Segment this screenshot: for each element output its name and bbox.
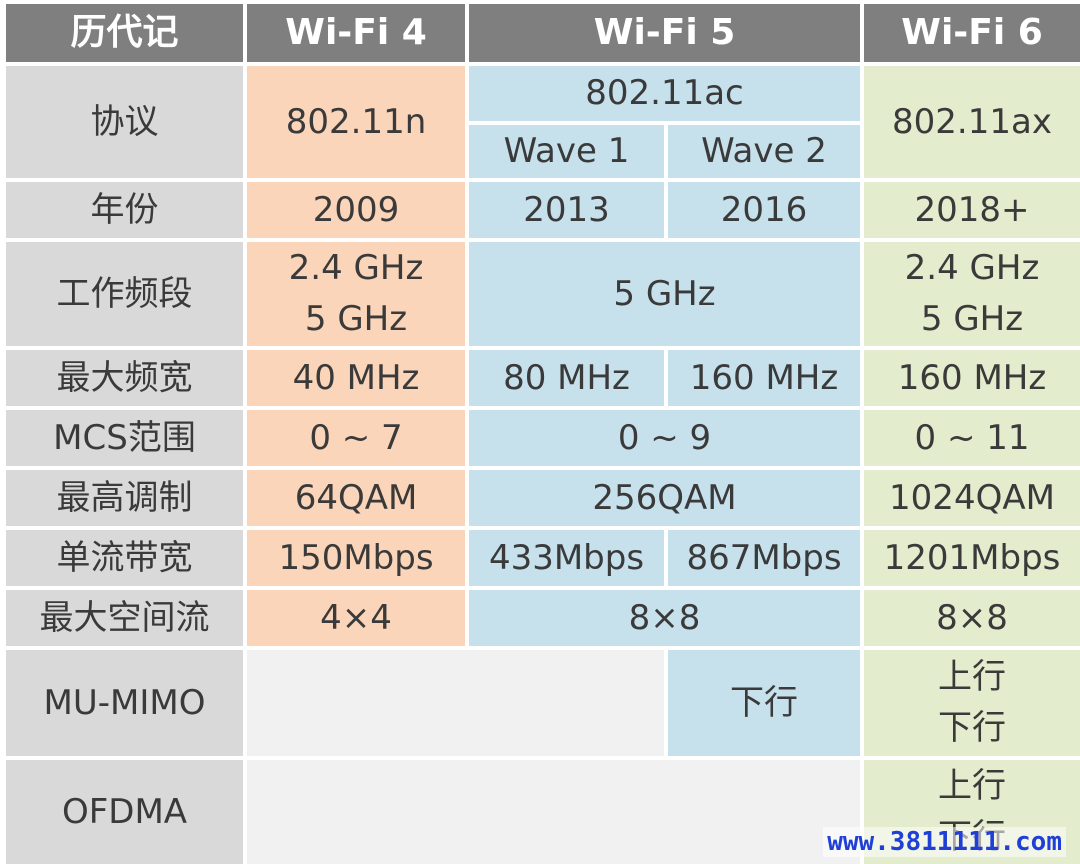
row-label-mcs: MCS范围 [6, 410, 243, 466]
row-label-modulation: 最高调制 [6, 470, 243, 526]
direction-value: 上行 [938, 657, 1006, 697]
cell-protocol-wifi5: 802.11ac [469, 66, 860, 121]
header-wifi5: Wi-Fi 5 [469, 4, 860, 62]
cell-spatial-streams-wifi6: 8×8 [864, 590, 1080, 646]
cell-band-wifi4: 2.4 GHz 5 GHz [247, 242, 465, 346]
row-label-mu-mimo: MU-MIMO [6, 650, 243, 756]
row-label-single-stream: 单流带宽 [6, 530, 243, 586]
cell-single-stream-wave1: 433Mbps [469, 530, 664, 586]
watermark: www.3811111.com [823, 827, 1066, 857]
cell-single-stream-wifi4: 150Mbps [247, 530, 465, 586]
cell-mu-mimo-wifi6: 上行 下行 [864, 650, 1080, 756]
cell-protocol-wifi6: 802.11ax [864, 66, 1080, 178]
cell-year-wave1: 2013 [469, 182, 664, 238]
header-wifi4: Wi-Fi 4 [247, 4, 465, 62]
cell-mu-mimo-empty [247, 650, 664, 756]
cell-spatial-streams-wifi5: 8×8 [469, 590, 860, 646]
cell-protocol-wave2: Wave 2 [668, 125, 860, 178]
band-value: 2.4 GHz [904, 248, 1040, 288]
direction-value: 下行 [938, 708, 1006, 748]
cell-mcs-wifi4: 0 ~ 7 [247, 410, 465, 466]
header-generation: 历代记 [6, 4, 243, 62]
cell-bandwidth-wave2: 160 MHz [668, 350, 860, 406]
cell-year-wave2: 2016 [668, 182, 860, 238]
cell-mcs-wifi6: 0 ~ 11 [864, 410, 1080, 466]
wifi-comparison-table: 历代记 Wi-Fi 4 Wi-Fi 5 Wi-Fi 6 协议 802.11n 8… [6, 4, 1080, 864]
cell-year-wifi6: 2018+ [864, 182, 1080, 238]
band-value: 5 GHz [920, 299, 1024, 339]
cell-bandwidth-wave1: 80 MHz [469, 350, 664, 406]
cell-band-wifi6: 2.4 GHz 5 GHz [864, 242, 1080, 346]
cell-protocol-wave1: Wave 1 [469, 125, 664, 178]
cell-modulation-wifi4: 64QAM [247, 470, 465, 526]
cell-bandwidth-wifi4: 40 MHz [247, 350, 465, 406]
row-label-spatial-streams: 最大空间流 [6, 590, 243, 646]
cell-modulation-wifi5: 256QAM [469, 470, 860, 526]
cell-protocol-wifi4: 802.11n [247, 66, 465, 178]
cell-single-stream-wifi6: 1201Mbps [864, 530, 1080, 586]
cell-mu-mimo-wave2: 下行 [668, 650, 860, 756]
row-label-year: 年份 [6, 182, 243, 238]
cell-single-stream-wave2: 867Mbps [668, 530, 860, 586]
cell-modulation-wifi6: 1024QAM [864, 470, 1080, 526]
cell-band-wifi5: 5 GHz [469, 242, 860, 346]
header-wifi6: Wi-Fi 6 [864, 4, 1080, 62]
row-label-bandwidth: 最大频宽 [6, 350, 243, 406]
cell-mcs-wifi5: 0 ~ 9 [469, 410, 860, 466]
cell-year-wifi4: 2009 [247, 182, 465, 238]
row-label-ofdma: OFDMA [6, 760, 243, 864]
row-label-band: 工作频段 [6, 242, 243, 346]
row-label-protocol: 协议 [6, 66, 243, 178]
band-value: 5 GHz [304, 299, 408, 339]
cell-spatial-streams-wifi4: 4×4 [247, 590, 465, 646]
cell-ofdma-empty [247, 760, 860, 864]
cell-bandwidth-wifi6: 160 MHz [864, 350, 1080, 406]
direction-value: 上行 [938, 766, 1006, 806]
band-value: 2.4 GHz [288, 248, 424, 288]
